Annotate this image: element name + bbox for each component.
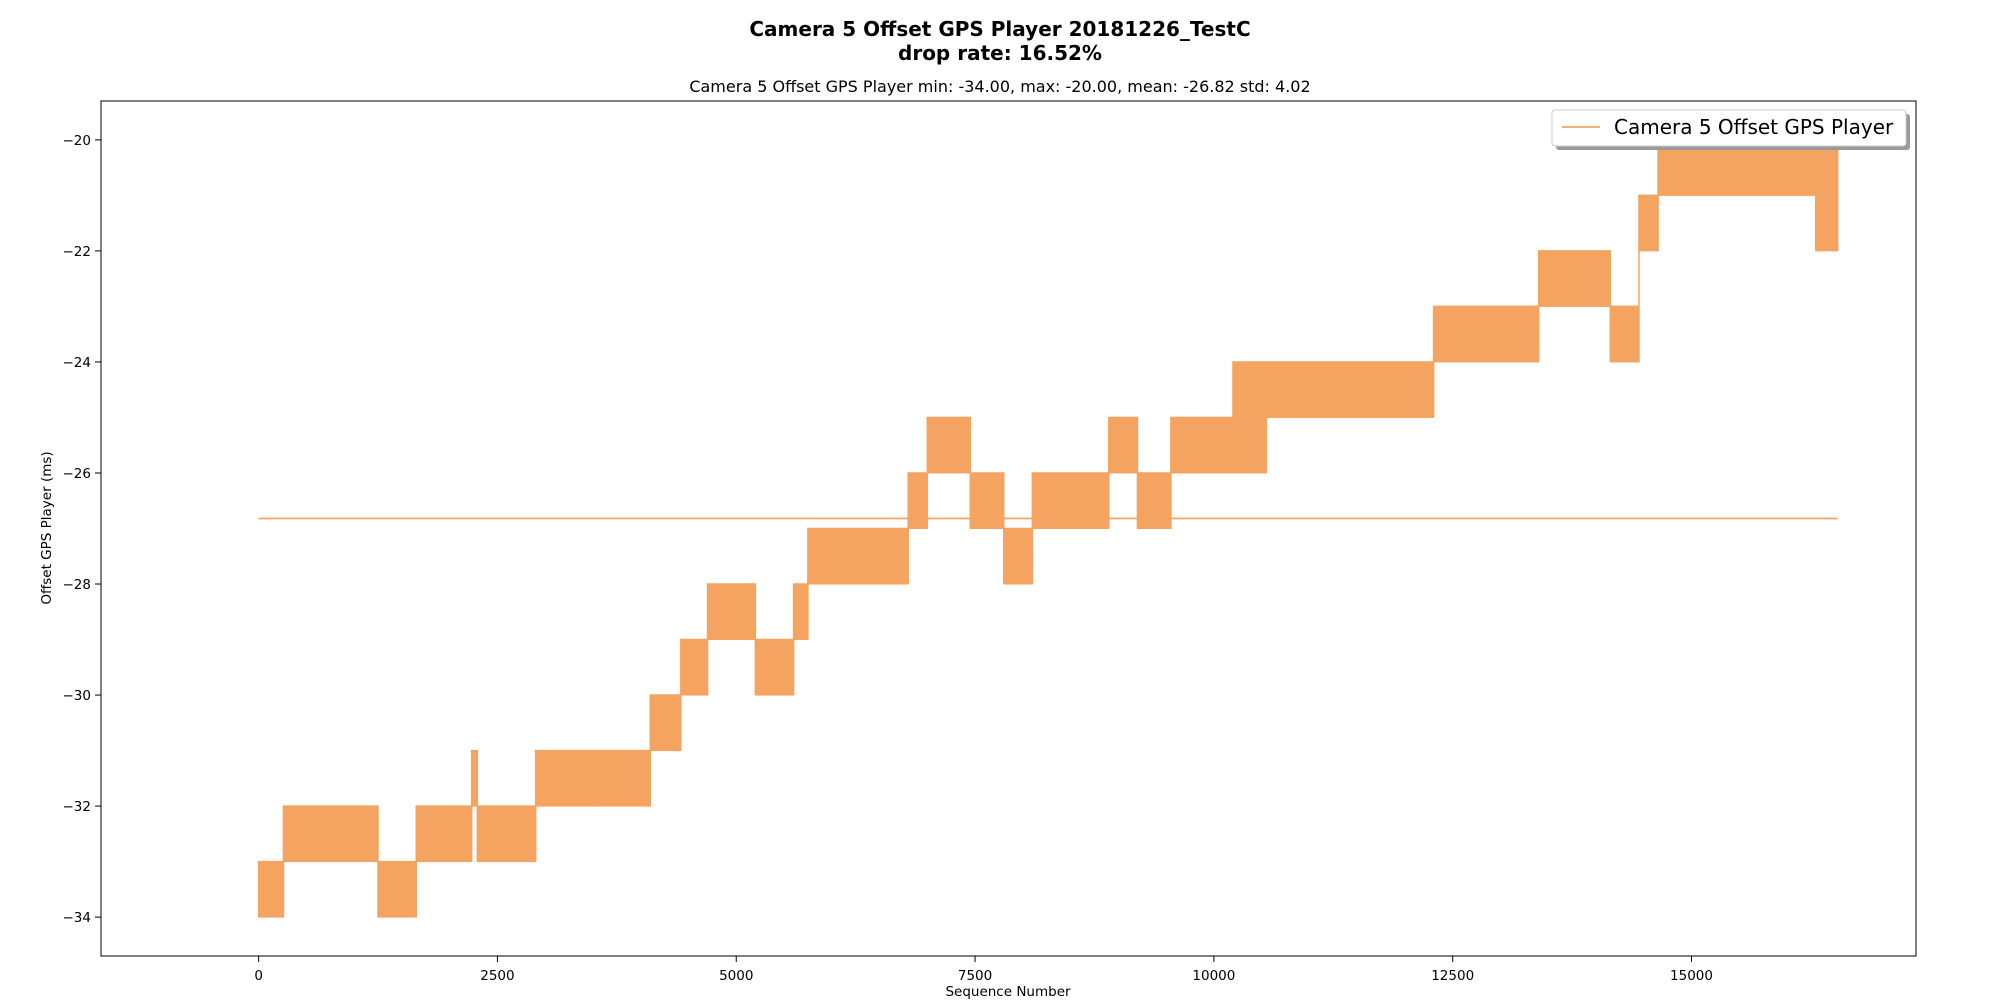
chart-title-drop-rate: drop rate: 16.52% [898,41,1102,65]
series-oscillation-band [471,750,478,807]
plot-frame [100,100,1917,957]
series-oscillation-band [707,583,756,641]
series-oscillation-band [535,750,599,807]
legend-box [1551,109,1907,147]
y-tick-label: −26 [63,466,92,482]
series-oscillation-band [1433,305,1540,363]
y-axis-label: Offset GPS Player (ms) [39,451,55,604]
x-tick-label: 12500 [1431,968,1474,984]
series-oscillation-band [1538,250,1611,307]
x-tick-label: 0 [254,968,263,984]
series-oscillation-band [793,583,809,641]
y-tick-label: −20 [63,133,92,149]
series-oscillation-band [597,750,651,807]
series-oscillation-band [807,528,909,585]
x-tick-label: 2500 [480,968,514,984]
x-tick-label: 5000 [719,968,753,984]
x-axis-label: Sequence Number [945,984,1071,1000]
y-tick-label: −28 [63,577,92,593]
plot-area [257,139,1839,918]
series-oscillation-band [1108,416,1138,474]
series-line [257,139,1839,918]
chart-title: Camera 5 Offset GPS Player 20181226_Test… [749,17,1250,41]
series-oscillation-band [926,416,971,474]
x-tick-label: 10000 [1192,968,1235,984]
y-tick-label: −22 [63,244,92,260]
y-tick-label: −32 [63,799,92,815]
series-oscillation-band [1232,361,1267,474]
y-tick-label: −34 [63,910,92,926]
y-tick-label: −30 [63,688,92,704]
legend-label: Camera 5 Offset GPS Player [1614,115,1894,139]
x-axis: 0 2500 5000 7500 10000 12500 15000 [254,956,1713,984]
y-axis: −20 −22 −24 −26 −28 −30 −32 −34 [63,133,101,926]
series-oscillation-band [680,639,709,696]
series-oscillation-band [1638,194,1659,252]
series-oscillation-band [415,805,473,863]
series-oscillation-band [476,805,537,863]
series-oscillation-band [1170,416,1234,474]
series-oscillation-band [1136,472,1172,530]
series-oscillation-band [282,805,379,863]
series-oscillation-band [1609,305,1640,363]
series-oscillation-band [1265,361,1435,418]
legend: Camera 5 Offset GPS Player [1551,109,1910,150]
series-oscillation-band [969,472,1005,530]
series-oscillation-band [649,694,682,752]
series-oscillation-band [754,639,795,696]
series-oscillation-band [377,861,417,918]
series-oscillation-band [1003,528,1033,585]
series-oscillation-band [907,472,928,530]
series-oscillation-band [258,861,284,918]
chart-subtitle: Camera 5 Offset GPS Player min: -34.00, … [689,77,1310,96]
x-tick-label: 15000 [1670,968,1713,984]
y-tick-label: −24 [63,355,92,371]
x-tick-label: 7500 [958,968,992,984]
series-oscillation-band [1031,472,1110,530]
